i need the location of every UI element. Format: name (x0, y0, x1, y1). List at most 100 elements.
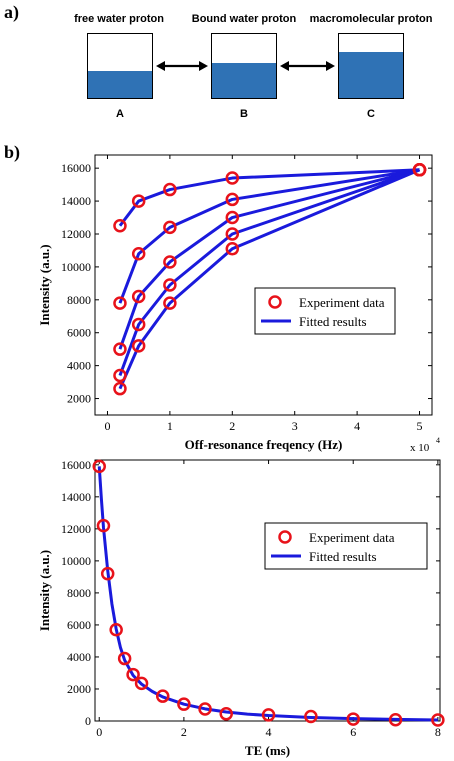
y-tick-label: 8000 (67, 293, 91, 307)
data-point (163, 182, 177, 197)
double-arrow-icon (280, 61, 335, 71)
data-point (96, 518, 111, 533)
pool-a-name: free water proton (74, 13, 164, 25)
data-point (431, 713, 445, 727)
x-tick-label: 6 (350, 725, 356, 739)
data-point (134, 676, 149, 691)
y-tick-label: 10000 (61, 260, 91, 274)
y-tick-label: 2000 (67, 392, 91, 406)
data-point (113, 296, 127, 310)
legend-box (264, 522, 428, 570)
pool-b-letter: B (240, 108, 248, 120)
data-point (113, 368, 127, 383)
fitted-line (118, 168, 421, 390)
x-axis-label: TE (ms) (245, 743, 290, 758)
data-point (131, 289, 146, 304)
data-point (113, 342, 127, 356)
fitted-line (118, 168, 421, 377)
data-point (131, 194, 146, 208)
data-point (163, 255, 177, 269)
y-tick-label: 12000 (61, 227, 91, 241)
data-point (155, 689, 170, 703)
x-multiplier-label: x 10 (410, 442, 430, 454)
y-tick-label: 2000 (67, 682, 91, 696)
pool-b-fill (212, 62, 276, 98)
y-tick-label: 4000 (67, 650, 91, 664)
pool-a-box (87, 33, 153, 99)
exchange-arrows (156, 61, 335, 71)
legend-marker (268, 295, 282, 309)
data-point (388, 712, 403, 727)
data-point (225, 192, 240, 207)
double-arrow-icon (156, 61, 208, 71)
data-point (131, 317, 146, 332)
fitted-line (97, 466, 438, 722)
data-point (177, 697, 191, 711)
data-point (92, 459, 106, 474)
x-axis-label: Off-resonance freqency (Hz) (185, 437, 343, 452)
x-tick-label: 0 (104, 419, 110, 433)
data-point (163, 220, 177, 235)
offresonance-chart: 0 1 2 3 4 5 2000 4000 6000 8000 10000 12000 14000 160… (37, 154, 440, 454)
x-tick-label: 1 (167, 419, 173, 433)
y-tick-label: 8000 (67, 586, 91, 600)
data-point (225, 227, 240, 241)
x-tick-label: 4 (354, 419, 360, 433)
data-point (131, 339, 146, 353)
data-point (225, 210, 240, 225)
x-tick-label: 5 (417, 419, 423, 433)
y-tick-label: 10000 (61, 554, 91, 568)
pool-a-letter: A (116, 108, 124, 120)
plot-frame (94, 154, 433, 416)
data-point (109, 622, 123, 637)
pool-a-fill (88, 71, 152, 98)
data-point (225, 242, 240, 256)
x-tick-label: 4 (266, 725, 272, 739)
plot-frame (94, 459, 441, 722)
y-tick-label: 4000 (67, 359, 91, 373)
fitted-line (118, 168, 420, 304)
pool-b-name: Bound water proton (191, 13, 297, 25)
y-tick-label: 14000 (61, 490, 91, 504)
fitted-line (118, 168, 420, 227)
y-tick-label: 0 (85, 714, 91, 728)
pool-c-name: macromolecular proton (309, 13, 433, 25)
pool-b-box (211, 33, 277, 99)
fitted-line (118, 168, 420, 350)
panel-a-label: a) (4, 2, 19, 22)
legend-box (254, 287, 396, 335)
data-point (113, 219, 127, 233)
data-point (131, 246, 146, 261)
data-point (219, 707, 233, 721)
x-tick-label: 8 (435, 725, 441, 739)
x-tick-label: 0 (96, 725, 102, 739)
legend-marker (278, 530, 292, 544)
legend-entry: Experiment data (309, 530, 395, 545)
y-tick-label: 16000 (61, 458, 91, 472)
data-point (117, 651, 132, 666)
panel-b-label: b) (4, 142, 21, 162)
data-point (225, 171, 240, 185)
data-point (163, 278, 177, 292)
y-axis-label: Intensity (a.u.) (37, 244, 52, 325)
y-tick-label: 6000 (67, 618, 91, 632)
x-multiplier-exponent: 4 (436, 436, 440, 445)
data-point (304, 709, 318, 724)
legend-entry: Fitted results (309, 549, 377, 564)
legend-entry: Experiment data (299, 295, 385, 310)
pool-c-fill (339, 51, 403, 98)
legend-entry: Fitted results (299, 314, 367, 329)
data-point (100, 566, 115, 581)
x-tick-label: 3 (292, 419, 298, 433)
te-decay-chart: 0 2 4 6 8 0 2000 4000 6000 8000 10000 12000 14000 160… (37, 458, 445, 758)
data-point (261, 708, 276, 722)
pool-c-letter: C (367, 108, 375, 120)
y-tick-label: 12000 (61, 522, 91, 536)
x-tick-label: 2 (181, 725, 187, 739)
data-point (346, 712, 360, 726)
y-tick-label: 6000 (67, 326, 91, 340)
data-point (198, 702, 212, 716)
data-point (113, 381, 127, 396)
pool-c-box (338, 33, 404, 99)
y-axis-label: Intensity (a.u.) (37, 550, 52, 631)
